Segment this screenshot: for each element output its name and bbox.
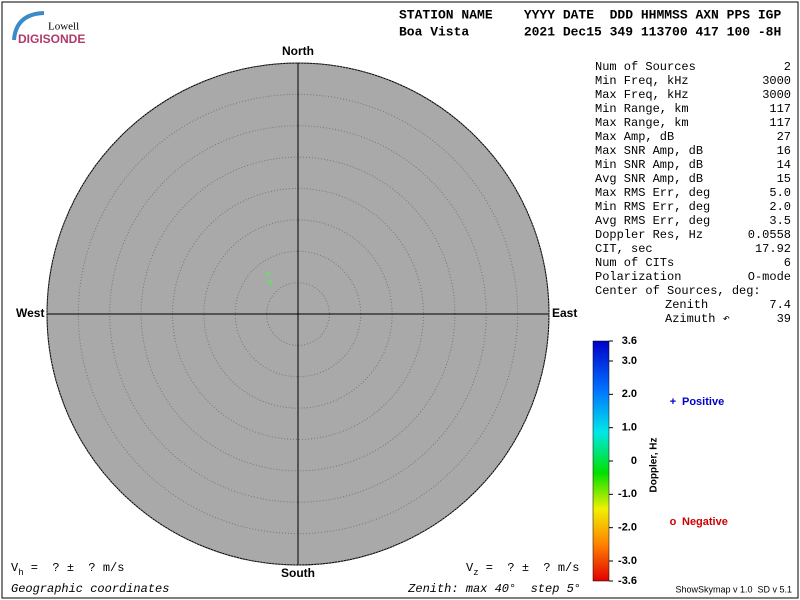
- stat-label: Avg RMS Err, deg: [595, 214, 710, 228]
- stat-label: Max Range, km: [595, 116, 689, 130]
- stat-value: 27: [777, 130, 791, 144]
- velocity-part: z: [473, 568, 478, 578]
- velocity-label: Vz = ? ± ? m/s: [466, 561, 579, 578]
- colorbar-title: Doppler, Hz: [649, 437, 660, 492]
- stat-label: Num of Sources: [595, 60, 696, 74]
- source-point: [267, 280, 273, 286]
- stat-label: Min RMS Err, deg: [595, 200, 710, 214]
- velocity-label: Vh = ? ± ? m/s: [11, 561, 124, 578]
- colorbar-tick-label: 3.6: [622, 335, 637, 347]
- stat-label: Azimuth ↶: [665, 312, 730, 326]
- stat-value: 15: [777, 172, 791, 186]
- stat-label: Min Freq, kHz: [595, 74, 689, 88]
- stat-value: 17.92: [755, 242, 791, 256]
- stat-value: 6: [784, 256, 791, 270]
- colorbar-tick-label: 0: [631, 455, 637, 467]
- compass-label: West: [16, 306, 44, 320]
- zenith-label: Zenith: max 40° step 5°: [407, 582, 581, 596]
- legend-symbol: +: [670, 396, 676, 408]
- stat-label: Doppler Res, Hz: [595, 228, 703, 242]
- logo-swoosh: [12, 11, 45, 41]
- stat-label: CIT, sec: [595, 242, 653, 256]
- source-point: [264, 270, 271, 277]
- colorbar-tick-label: -3.6: [618, 575, 637, 587]
- logo-top: Lowell: [48, 21, 79, 33]
- version-label: ShowSkymap v 1.0 SD v 5.1: [675, 584, 792, 594]
- stat-label: Min SNR Amp, dB: [595, 158, 703, 172]
- stat-value: 14: [777, 158, 791, 172]
- velocity-part: = ? ± ? m/s: [479, 561, 580, 575]
- velocity-part: V: [11, 561, 19, 575]
- colorbar-tick-label: -1.0: [618, 488, 637, 500]
- stat-value: 7.4: [769, 298, 791, 312]
- colorbar-tick-label: 1.0: [622, 422, 637, 434]
- stat-label: Avg SNR Amp, dB: [595, 172, 703, 186]
- colorbar-tick-label: -2.0: [618, 522, 637, 534]
- stat-label: Center of Sources, deg:: [595, 284, 761, 298]
- stat-label: Polarization: [595, 270, 681, 284]
- stat-value: 16: [777, 144, 791, 158]
- logo-bottom: DIGISONDE: [18, 32, 85, 46]
- stat-label: Max RMS Err, deg: [595, 186, 710, 200]
- velocity-part: h: [18, 568, 23, 578]
- stat-value: 0.0558: [748, 228, 791, 242]
- colorbar-tick-label: 2.0: [622, 388, 637, 400]
- stat-value: 3.5: [769, 214, 791, 228]
- stat-value: 3000: [762, 74, 791, 88]
- stat-value: 117: [769, 102, 791, 116]
- stat-value: 2.0: [769, 200, 791, 214]
- velocity-part: = ? ± ? m/s: [24, 561, 125, 575]
- stat-label: Max Freq, kHz: [595, 88, 689, 102]
- velocity-part: V: [466, 561, 474, 575]
- stat-label: Zenith: [665, 298, 708, 312]
- colorbar-tick-label: 3.0: [622, 355, 637, 367]
- stat-value: 117: [769, 116, 791, 130]
- stat-label: Min Range, km: [595, 102, 689, 116]
- compass-label: East: [552, 306, 577, 320]
- stat-value: 5.0: [769, 186, 791, 200]
- legend-symbol: o: [670, 516, 677, 528]
- stat-label: Num of CITs: [595, 256, 674, 270]
- coords-label: Geographic coordinates: [11, 582, 169, 596]
- legend-label: Positive: [682, 396, 724, 408]
- legend-label: Negative: [682, 516, 728, 528]
- header-line: Boa Vista 2021 Dec15 349 113700 417 100 …: [399, 24, 781, 39]
- header-line: STATION NAME YYYY DATE DDD HHMMSS AXN PP…: [399, 7, 781, 22]
- compass-label: South: [281, 566, 315, 580]
- stat-value: 2: [784, 60, 791, 74]
- stat-value: 3000: [762, 88, 791, 102]
- stat-value: 39: [777, 312, 791, 326]
- stat-label: Max SNR Amp, dB: [595, 144, 703, 158]
- stat-label: Max Amp, dB: [595, 130, 674, 144]
- stat-value: O-mode: [748, 270, 791, 284]
- colorbar-tick-label: -3.0: [618, 555, 637, 567]
- colorbar: [592, 340, 610, 582]
- compass-label: North: [282, 44, 314, 58]
